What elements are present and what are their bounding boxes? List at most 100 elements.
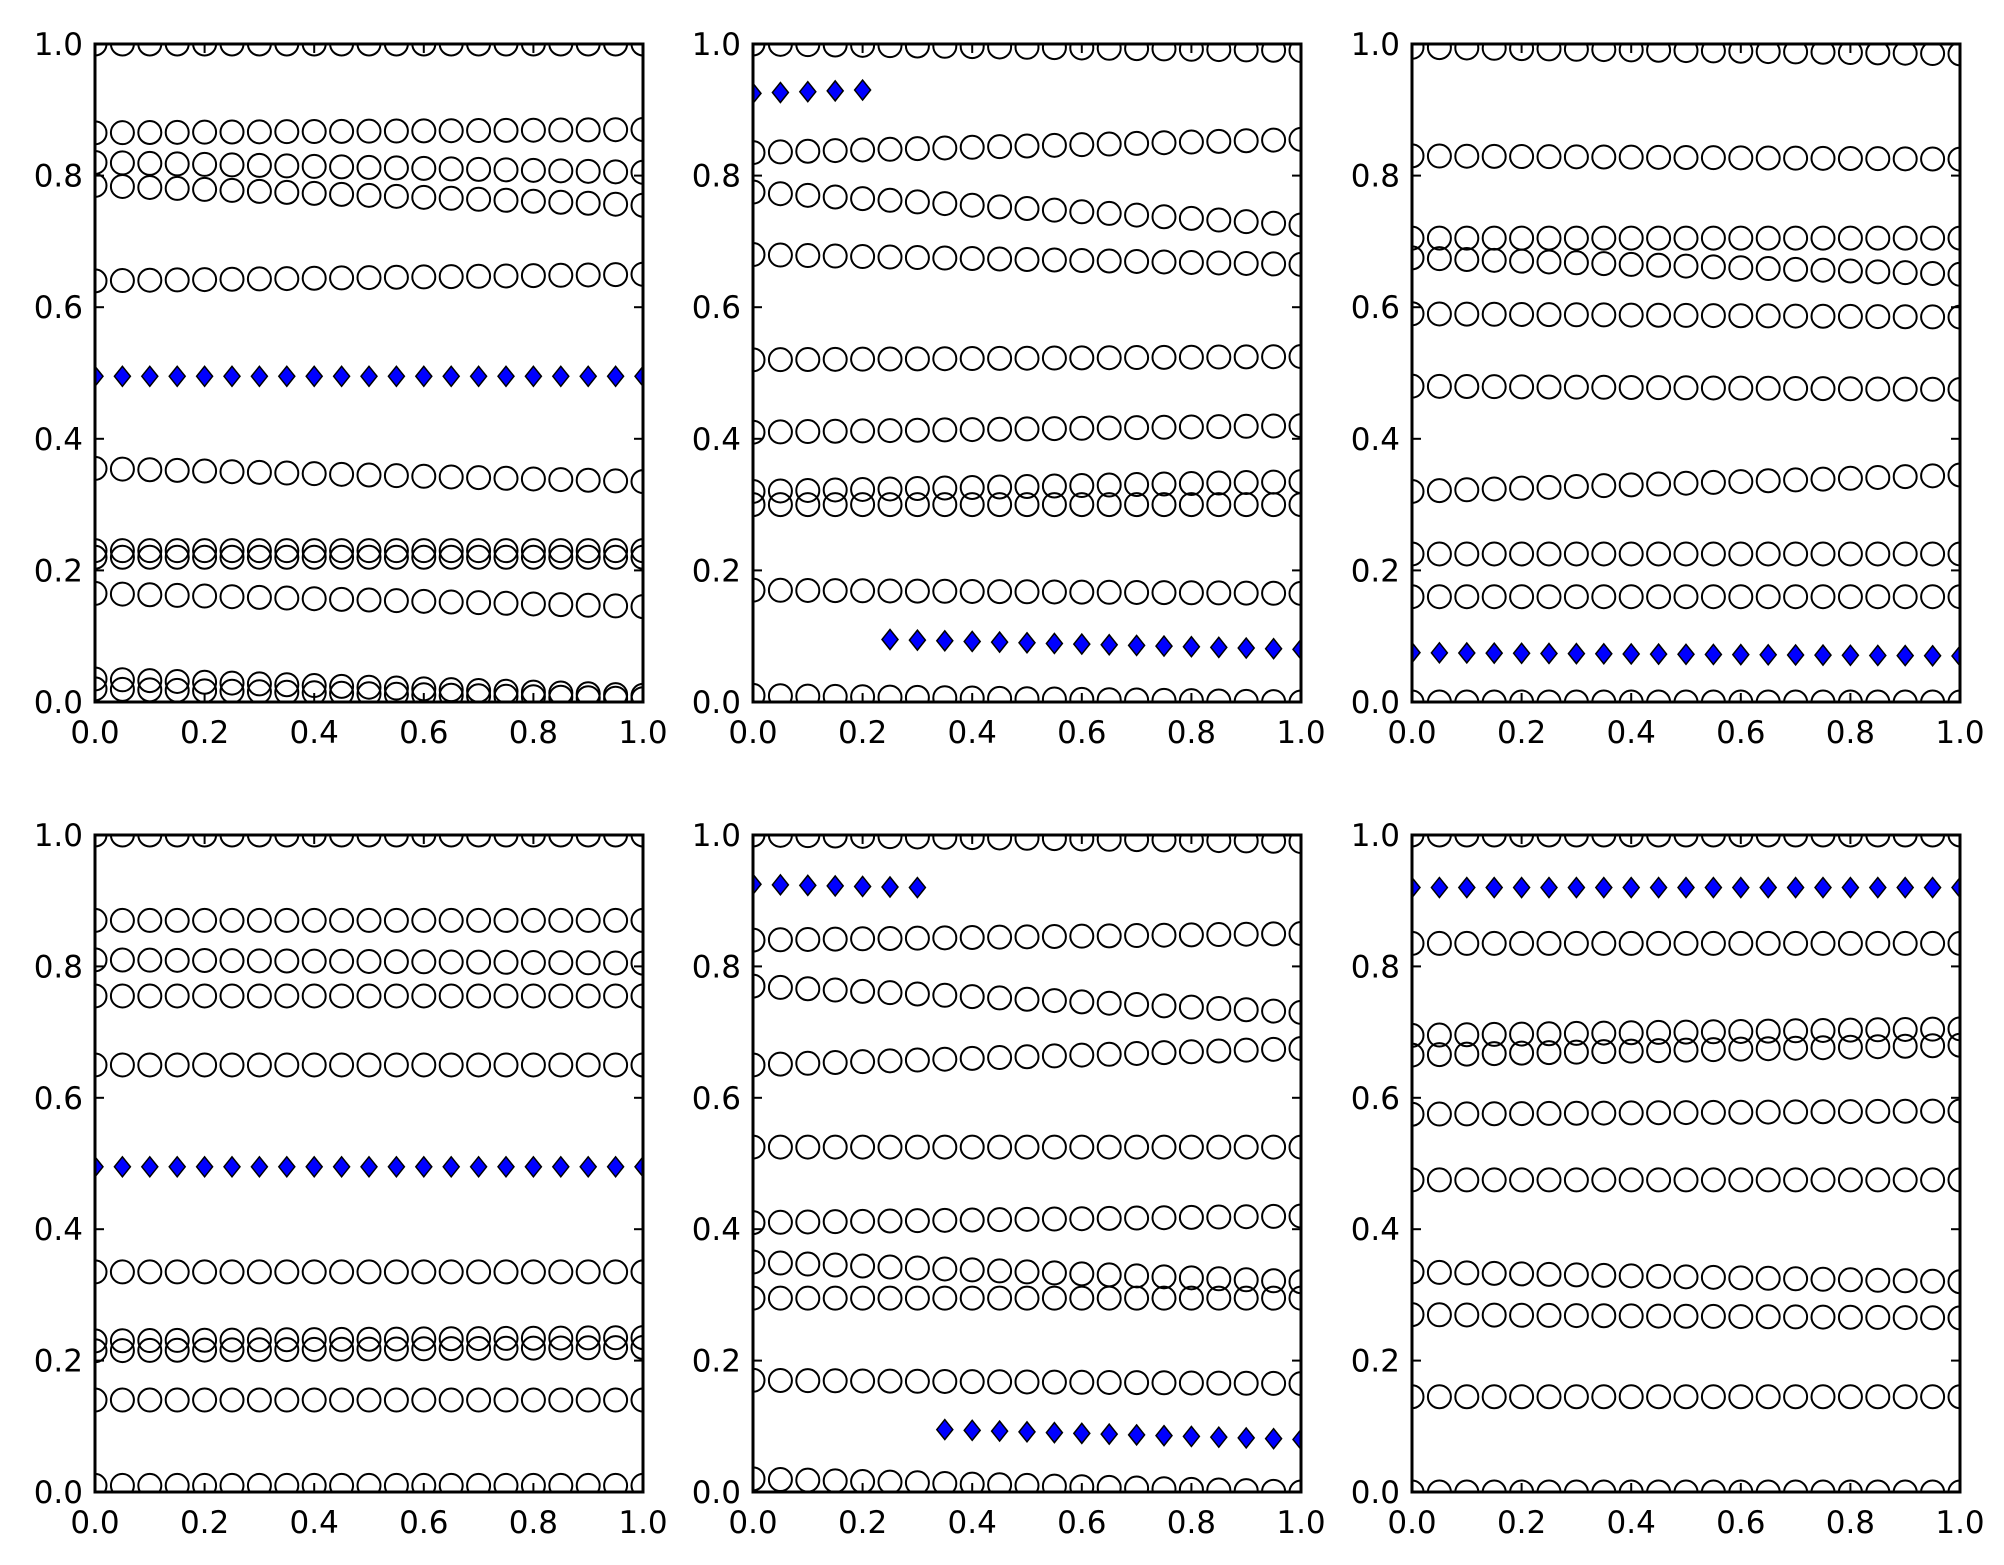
circle-point bbox=[767, 683, 793, 702]
circle-point bbox=[767, 347, 793, 373]
circle-point bbox=[383, 44, 409, 57]
circle-point bbox=[767, 478, 793, 504]
circle-point bbox=[1412, 245, 1425, 271]
circle-point bbox=[383, 1052, 409, 1078]
circle-point bbox=[219, 678, 245, 702]
circle-point bbox=[1069, 579, 1095, 605]
x-tick-label: 0.6 bbox=[1057, 1505, 1106, 1541]
circle-point bbox=[164, 668, 190, 694]
circle-point bbox=[192, 1337, 218, 1363]
circle-point bbox=[1947, 584, 1960, 610]
circle-point bbox=[877, 684, 903, 702]
y-tick-label: 0.6 bbox=[34, 290, 83, 326]
circle-point bbox=[1261, 1203, 1287, 1229]
circle-point bbox=[1426, 1384, 1452, 1410]
circle-point bbox=[274, 1327, 300, 1353]
circle-point bbox=[246, 1472, 272, 1492]
circle-point bbox=[877, 980, 903, 1006]
circle-point bbox=[192, 907, 218, 933]
circle-point bbox=[1892, 464, 1918, 490]
circle-point bbox=[219, 1387, 245, 1413]
circle-point bbox=[329, 538, 355, 564]
circle-point bbox=[164, 582, 190, 608]
circle-point bbox=[603, 950, 629, 976]
circle-point bbox=[1454, 1101, 1480, 1127]
circle-point bbox=[630, 686, 643, 702]
circle-point bbox=[753, 927, 766, 953]
circle-point bbox=[1014, 345, 1040, 371]
circle-point bbox=[1233, 44, 1259, 63]
diamond-point bbox=[140, 365, 159, 388]
circle-point bbox=[1618, 251, 1644, 277]
circle-point bbox=[1069, 473, 1095, 499]
circle-point bbox=[1014, 44, 1040, 60]
circle-point bbox=[850, 137, 876, 163]
diamond-point bbox=[634, 1155, 643, 1178]
circle-point bbox=[987, 685, 1013, 702]
circle-point bbox=[438, 185, 464, 211]
circle-point bbox=[1728, 303, 1754, 329]
diamond-point bbox=[360, 1155, 378, 1178]
circle-point bbox=[219, 119, 245, 145]
diamond-point bbox=[881, 875, 899, 899]
circle-point bbox=[904, 245, 930, 271]
circle-point bbox=[520, 538, 546, 564]
circle-point bbox=[1151, 414, 1177, 440]
circle-point bbox=[932, 492, 958, 518]
circle-point bbox=[1755, 145, 1781, 171]
circle-point bbox=[219, 459, 245, 485]
circle-point bbox=[753, 140, 766, 166]
circle-point bbox=[1233, 344, 1259, 370]
plot-area bbox=[753, 835, 1301, 1492]
circle-point bbox=[603, 44, 629, 57]
circle-point bbox=[329, 1472, 355, 1492]
circle-point bbox=[1124, 492, 1150, 518]
circle-point bbox=[1233, 580, 1259, 606]
x-tick-label: 0.8 bbox=[509, 1505, 558, 1541]
circle-point bbox=[192, 267, 218, 293]
diamond-point bbox=[1649, 876, 1668, 899]
circle-point bbox=[109, 44, 135, 57]
circle-point bbox=[1412, 1101, 1425, 1127]
circle-point bbox=[1563, 144, 1589, 170]
circle-point bbox=[795, 243, 821, 269]
circle-point bbox=[1810, 44, 1836, 65]
diamond-point bbox=[606, 365, 625, 388]
circle-point bbox=[493, 907, 519, 933]
circle-point bbox=[932, 1046, 958, 1072]
circle-point bbox=[1810, 1384, 1836, 1410]
circle-point bbox=[1124, 1370, 1150, 1396]
y-tick-label: 0.8 bbox=[1351, 949, 1400, 985]
circle-point bbox=[1481, 835, 1507, 848]
diamond-point bbox=[1896, 876, 1915, 899]
diamond-point bbox=[95, 1155, 104, 1178]
circle-point bbox=[1206, 492, 1232, 518]
circle-point bbox=[438, 538, 464, 564]
circle-point bbox=[1920, 225, 1946, 251]
circle-point bbox=[1096, 345, 1122, 371]
circle-point bbox=[1536, 225, 1562, 251]
circle-point bbox=[987, 1258, 1013, 1284]
circle-point bbox=[1412, 225, 1425, 251]
circle-point bbox=[1618, 689, 1644, 702]
circle-point bbox=[932, 417, 958, 443]
circle-point bbox=[411, 264, 437, 290]
circle-point bbox=[1591, 225, 1617, 251]
x-tick-label: 0.2 bbox=[1497, 715, 1546, 751]
circle-point bbox=[1947, 930, 1960, 956]
y-tick-label: 0.0 bbox=[1351, 1475, 1400, 1511]
circle-point bbox=[520, 157, 546, 183]
circle-point bbox=[1673, 375, 1699, 401]
circle-point bbox=[1673, 584, 1699, 610]
circle-point bbox=[1069, 923, 1095, 949]
circle-point bbox=[109, 150, 135, 176]
diamond-point bbox=[1540, 642, 1558, 665]
circle-point bbox=[329, 461, 355, 487]
circle-point bbox=[1700, 1384, 1726, 1410]
circle-point bbox=[548, 1472, 574, 1492]
circle-point bbox=[932, 135, 958, 161]
circle-point bbox=[877, 1469, 903, 1492]
circle-point bbox=[438, 907, 464, 933]
circle-point bbox=[356, 587, 382, 613]
circle-point bbox=[767, 419, 793, 445]
